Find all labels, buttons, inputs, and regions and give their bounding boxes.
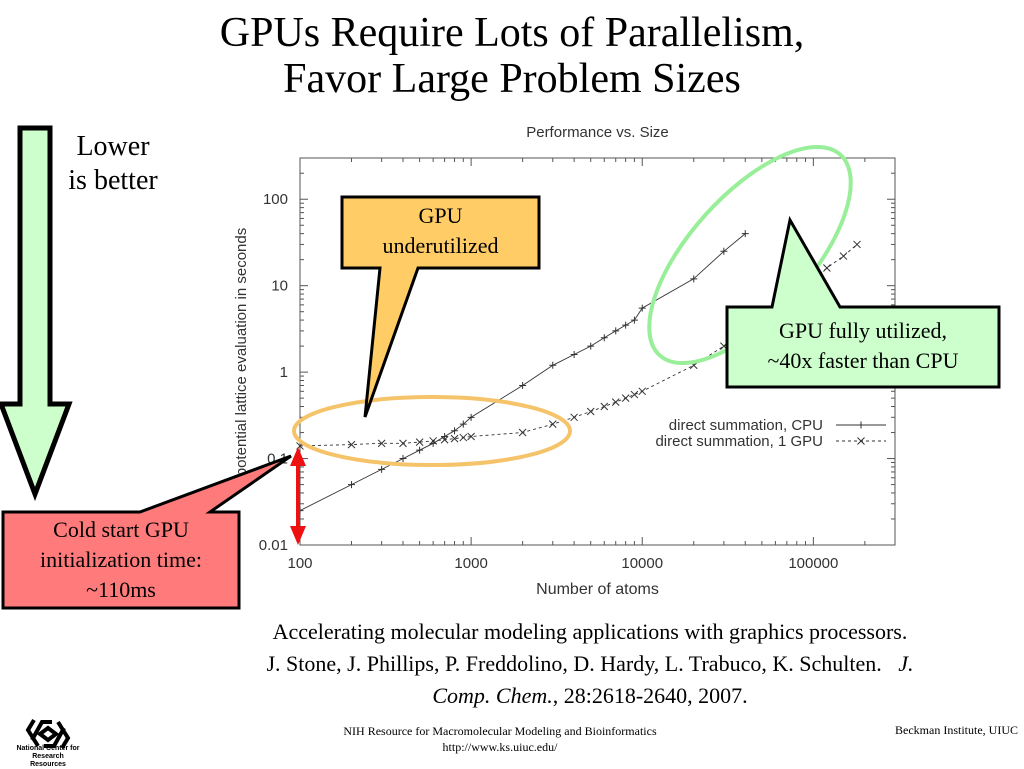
lower-is-better-label: Lower is better <box>58 130 168 198</box>
logo-caption: National Center for Research Resources <box>14 745 82 769</box>
footer-right: Beckman Institute, UIUC <box>895 723 1018 737</box>
callout-gpu-fully-utilized: GPU fully utilized, ~40x faster than CPU <box>727 307 999 387</box>
data-point <box>440 435 449 444</box>
data-point <box>549 361 557 369</box>
citation-line-2: J. Stone, J. Phillips, P. Freddolino, D.… <box>160 648 1020 680</box>
data-point <box>348 481 356 489</box>
x-axis-label: Number of atoms <box>536 581 659 598</box>
data-point <box>415 438 424 446</box>
data-point <box>467 432 475 441</box>
legend-marker <box>857 437 865 445</box>
callout-underutilized-line-2: underutilized <box>382 233 499 258</box>
y-tick-label: 0.01 <box>259 537 288 554</box>
callout-fully-line-1: GPU fully utilized, <box>778 318 948 343</box>
arrowhead-down-icon <box>290 526 306 545</box>
data-point <box>630 390 639 399</box>
callout-coldstart-line-3: ~110ms <box>86 577 156 602</box>
logo-caption-line-1: National Center for <box>16 745 80 752</box>
callout-cold-start: Cold start GPU initialization time: ~110… <box>3 512 239 608</box>
legend-marker <box>857 421 865 429</box>
callout-fully-line-2: ~40x faster than CPU <box>767 348 959 373</box>
citation-volume: , 28:2618-2640, 2007. <box>552 683 748 708</box>
data-point <box>467 413 475 421</box>
data-point <box>570 350 578 358</box>
series-cpu <box>296 230 749 515</box>
x-tick-label: 10000 <box>621 555 663 572</box>
data-point <box>548 420 557 429</box>
data-point <box>450 434 459 443</box>
lower-is-better-arrow-icon <box>0 125 73 502</box>
footer-url: http://www.ks.uiuc.edu/ <box>442 740 558 754</box>
x-tick-label: 1000 <box>454 555 487 572</box>
data-point <box>586 407 595 416</box>
citation-line-3: Comp. Chem., 28:2618-2640, 2007. <box>160 680 1020 712</box>
footer-org: NIH Resource for Macromolecular Modeling… <box>343 724 657 738</box>
data-point <box>519 382 527 390</box>
citation: Accelerating molecular modeling applicat… <box>160 616 1020 712</box>
citation-authors: J. Stone, J. Phillips, P. Freddolino, D.… <box>266 651 882 676</box>
data-point <box>839 252 848 260</box>
y-axis-label: potential lattice evaluation in seconds <box>233 228 250 477</box>
data-point <box>621 394 630 402</box>
callout-gpu-underutilized: GPU underutilized <box>342 197 539 268</box>
data-point <box>399 439 407 448</box>
x-tick-label: 100 <box>287 555 312 572</box>
arrowhead-up-icon <box>290 447 306 466</box>
data-point <box>441 432 449 440</box>
x-tick-label: 100000 <box>788 555 838 572</box>
data-point <box>347 440 356 449</box>
callout-coldstart-line-2: initialization time: <box>40 547 202 572</box>
callout-underutilized-line-1: GPU <box>418 203 463 228</box>
data-point <box>416 446 424 454</box>
footer-center: NIH Resource for Macromolecular Modeling… <box>300 723 700 755</box>
data-point <box>853 240 861 249</box>
y-tick-label: 10 <box>271 278 288 295</box>
data-point <box>612 327 620 335</box>
data-point <box>638 304 646 312</box>
data-point <box>378 465 386 473</box>
data-point <box>690 275 698 283</box>
data-point <box>399 455 407 463</box>
citation-journal: Comp. Chem. <box>432 683 553 708</box>
lower-label-line-2: is better <box>68 165 158 196</box>
lower-label-line-1: Lower <box>76 131 150 162</box>
citation-journal-start: J. <box>898 651 914 676</box>
title-line-1: GPUs Require Lots of Parallelism, <box>219 10 805 56</box>
chart-title: Performance vs. Size <box>526 124 669 141</box>
data-point <box>587 342 595 350</box>
data-point <box>459 433 468 442</box>
callout-coldstart-box <box>1 454 292 610</box>
data-point <box>823 264 831 272</box>
data-point <box>451 427 459 435</box>
series-line <box>299 233 746 512</box>
y-tick-label: 100 <box>263 191 288 208</box>
data-point <box>611 398 620 406</box>
data-point <box>630 316 638 324</box>
data-point <box>638 387 647 396</box>
data-point <box>600 334 608 342</box>
y-tick-label: 1 <box>280 364 288 381</box>
data-point <box>377 439 386 448</box>
ncrr-logo-icon <box>25 718 71 750</box>
data-point <box>429 437 438 445</box>
data-point <box>518 428 527 437</box>
data-point <box>459 420 467 428</box>
data-point <box>570 413 578 422</box>
logo-caption-line-2: Research Resources <box>30 753 66 768</box>
callout-fully-box <box>725 215 1001 389</box>
slide-title: GPUs Require Lots of Parallelism, Favor … <box>0 10 1024 102</box>
data-point <box>741 230 749 238</box>
callout-coldstart-line-1: Cold start GPU <box>53 517 189 542</box>
data-point <box>600 402 609 411</box>
legend-label: direct summation, 1 GPU <box>655 433 823 450</box>
citation-line-1: Accelerating molecular modeling applicat… <box>272 619 908 644</box>
title-line-2: Favor Large Problem Sizes <box>283 56 741 102</box>
data-point <box>622 321 630 329</box>
series-gpu <box>296 240 861 450</box>
callout-underutilized-box <box>340 195 541 418</box>
data-point <box>720 247 728 255</box>
gpu-underutilized-ellipse <box>292 395 572 467</box>
legend-label: direct summation, CPU <box>669 417 823 434</box>
